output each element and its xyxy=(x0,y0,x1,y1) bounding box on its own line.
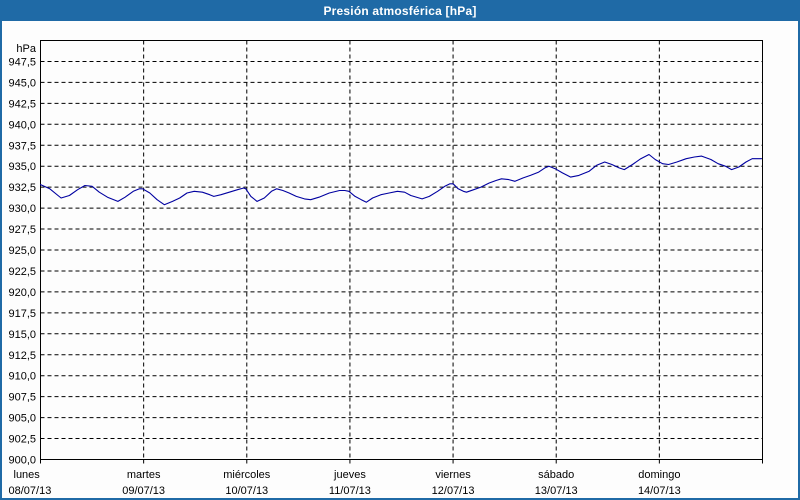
y-tick-label: 927,5 xyxy=(8,224,36,236)
chart-title: Presión atmosférica [hPa] xyxy=(323,4,477,18)
plot-border xyxy=(40,40,763,460)
y-tick-label: 900,0 xyxy=(8,455,36,467)
y-tick-label: 922,5 xyxy=(8,266,36,278)
y-axis-unit-label: hPa xyxy=(16,43,36,55)
y-tick-label: 945,0 xyxy=(8,77,36,89)
x-day-label: sábado xyxy=(538,469,574,481)
title-bar: Presión atmosférica [hPa] xyxy=(2,2,798,21)
y-tick-label: 902,5 xyxy=(8,434,36,446)
x-date-label: 09/07/13 xyxy=(122,485,165,497)
x-date-label: 11/07/13 xyxy=(329,485,371,497)
x-day-label: lunes xyxy=(14,469,41,481)
pressure-line-series xyxy=(39,153,763,206)
y-tick-label: 910,0 xyxy=(8,371,36,383)
x-date-label: 08/07/13 xyxy=(9,485,52,497)
y-tick-label: 912,5 xyxy=(8,350,36,362)
y-tick-label: 947,5 xyxy=(8,56,36,68)
x-axis-labels: lunes 08/07/13 martes 09/07/13 miércoles 10/0… xyxy=(9,469,681,497)
y-tick-label: 940,0 xyxy=(8,119,36,131)
y-tick-label: 920,0 xyxy=(8,287,36,299)
y-tick-label: 942,5 xyxy=(8,98,36,110)
y-tick-label: 917,5 xyxy=(8,308,36,320)
y-tick-label: 907,5 xyxy=(8,392,36,404)
y-tick-label: 932,5 xyxy=(8,182,36,194)
x-date-label: 13/07/13 xyxy=(535,485,578,497)
x-day-label: martes xyxy=(127,469,161,481)
y-tick-label: 925,0 xyxy=(8,245,36,257)
x-date-label: 10/07/13 xyxy=(225,485,268,497)
x-day-label: viernes xyxy=(435,469,471,481)
y-tick-label: 937,5 xyxy=(8,140,36,152)
x-date-label: 12/07/13 xyxy=(432,485,475,497)
x-date-label: 14/07/13 xyxy=(638,485,681,497)
grid-lines xyxy=(40,40,763,460)
axis-ticks xyxy=(40,459,763,464)
x-day-label: jueves xyxy=(333,469,366,481)
x-day-label: domingo xyxy=(638,469,680,481)
y-axis-labels: 947,5 945,0 942,5 940,0 937,5 935,0 932,5 930,0… xyxy=(8,56,36,466)
chart-area: 947,5 945,0 942,5 940,0 937,5 935,0 932,5 930,0… xyxy=(2,21,798,498)
y-tick-label: 930,0 xyxy=(8,203,36,215)
y-tick-label: 905,0 xyxy=(8,413,36,425)
y-tick-label: 915,0 xyxy=(8,329,36,341)
x-day-label: miércoles xyxy=(223,469,271,481)
y-tick-label: 935,0 xyxy=(8,161,36,173)
pressure-chart: 947,5 945,0 942,5 940,0 937,5 935,0 932,5 930,0… xyxy=(8,40,763,497)
